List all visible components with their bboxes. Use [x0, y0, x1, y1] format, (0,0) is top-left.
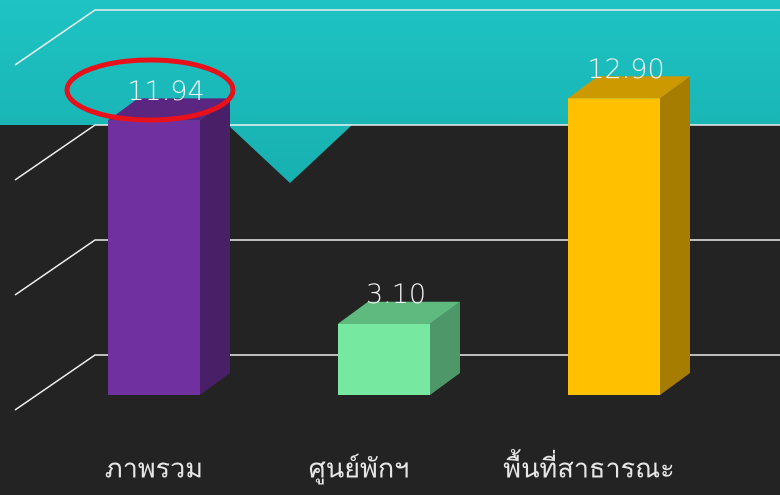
bar-side [200, 98, 230, 395]
x-tick-label: พื้นที่สาธารณะ [503, 449, 674, 485]
x-tick-label: ศูนย์พักฯ [309, 453, 410, 485]
value-label: 12.90 [587, 54, 664, 85]
value-label: 3.10 [366, 279, 426, 310]
value-label: 11.94 [127, 76, 204, 107]
bar-top [568, 76, 690, 99]
grid-line [14, 9, 780, 66]
banner [0, 0, 780, 183]
highlight-circle [64, 57, 236, 123]
bar-side [430, 301, 460, 395]
bar-side [660, 76, 690, 396]
grid-line [14, 354, 780, 411]
bar [568, 98, 660, 396]
bar-top [338, 301, 460, 324]
grid-line [14, 124, 780, 181]
grid-line [14, 239, 780, 296]
bar [338, 323, 430, 395]
bar [108, 120, 200, 395]
x-tick-label: ภาพรวม [105, 454, 203, 485]
